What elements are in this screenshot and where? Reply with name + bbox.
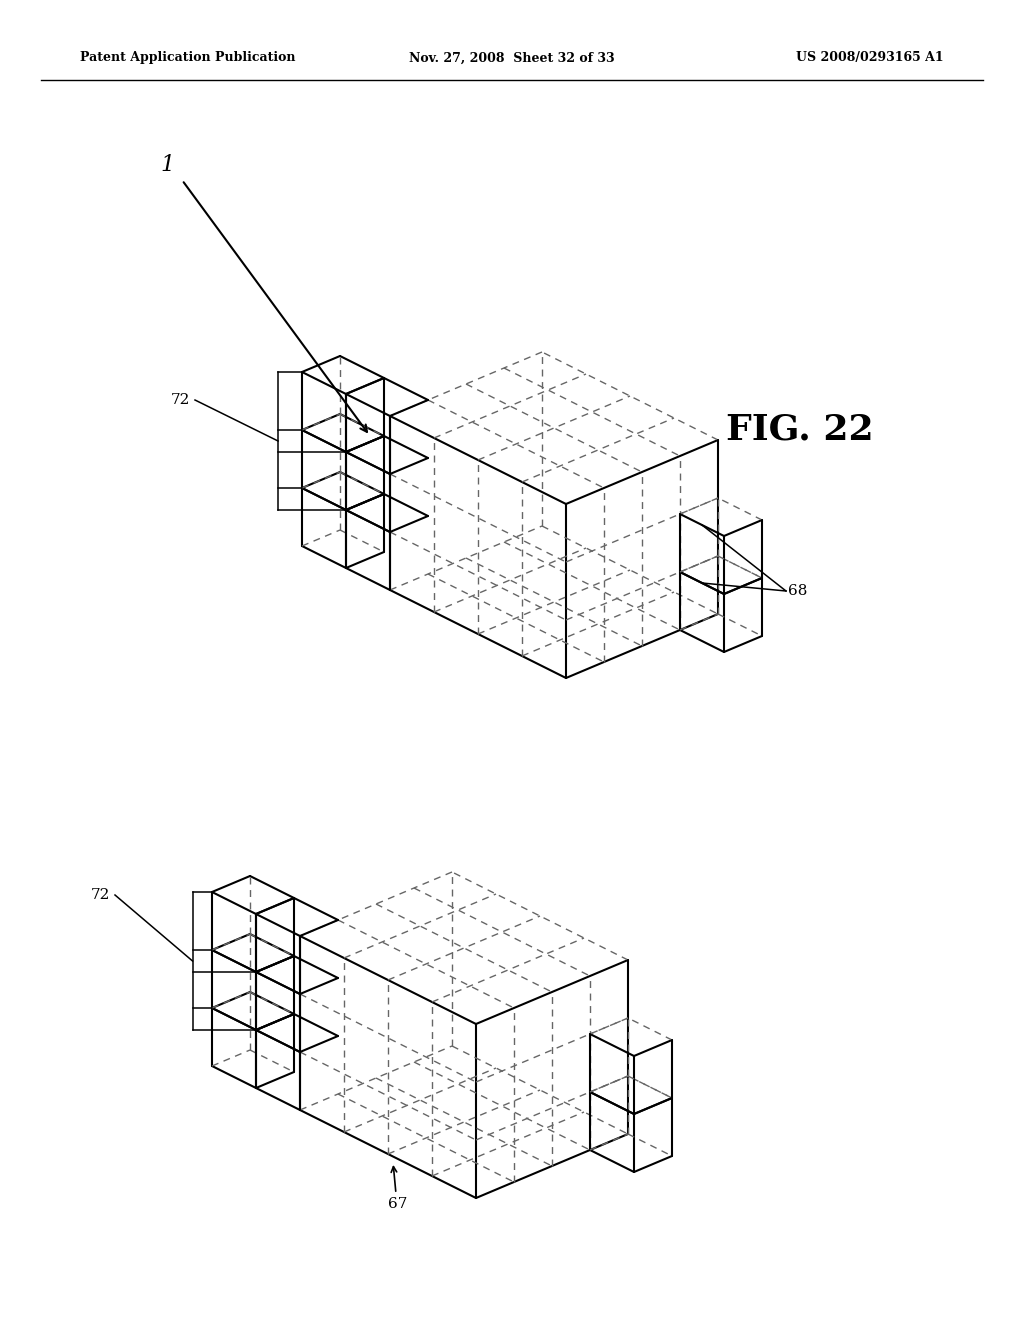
Text: Nov. 27, 2008  Sheet 32 of 33: Nov. 27, 2008 Sheet 32 of 33	[410, 51, 614, 65]
Text: 67: 67	[388, 1197, 408, 1210]
Text: 68: 68	[788, 583, 807, 598]
Text: Patent Application Publication: Patent Application Publication	[80, 51, 296, 65]
Text: 1: 1	[161, 154, 175, 176]
Text: US 2008/0293165 A1: US 2008/0293165 A1	[797, 51, 944, 65]
Text: FIG. 22: FIG. 22	[726, 413, 873, 447]
Text: 72: 72	[91, 888, 110, 902]
Text: 72: 72	[171, 393, 190, 407]
